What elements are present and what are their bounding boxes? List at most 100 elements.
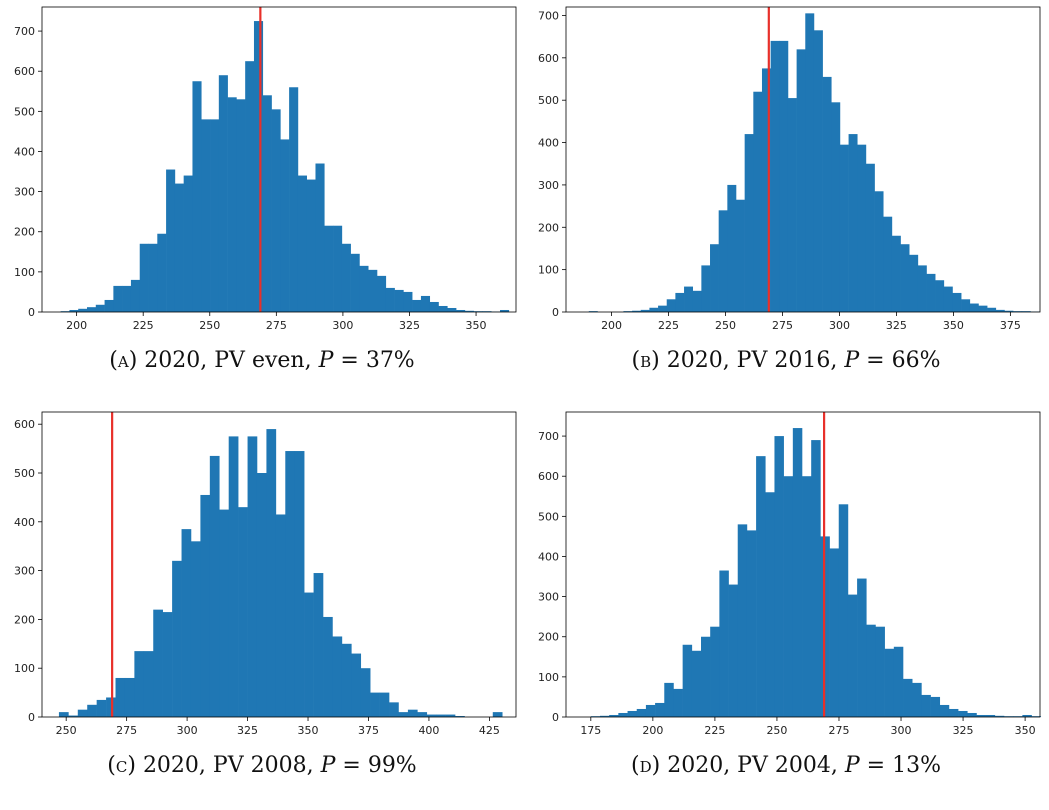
histogram-bar <box>1031 716 1042 717</box>
caption-a-text: 2020, PV even, <box>144 348 312 373</box>
x-tick-label: 300 <box>332 319 353 332</box>
y-tick-label: 200 <box>538 631 559 644</box>
histogram-bar <box>1013 311 1023 312</box>
histogram-bar <box>256 473 267 717</box>
x-tick-label: 250 <box>715 319 736 332</box>
y-tick-label: 100 <box>538 671 559 684</box>
histogram-bar <box>377 275 387 312</box>
axes-frame <box>565 411 1041 718</box>
histogram-bar <box>952 292 962 312</box>
histogram-bar <box>857 144 867 312</box>
x-tick-label: 300 <box>891 724 912 737</box>
histogram-bar <box>350 253 360 312</box>
caption-a: (a) 2020, PV even, P = 37% <box>0 348 524 373</box>
y-tick-label: 0 <box>28 306 35 319</box>
x-tick-label: 350 <box>466 319 487 332</box>
histogram-bar <box>403 291 413 312</box>
y-tick-label: 400 <box>538 550 559 563</box>
histogram-bar <box>857 578 867 717</box>
histogram-bar <box>341 643 352 717</box>
histogram-chart-b: 200 225 250 275 300 325 350 375 0 100 200 300 400 500… <box>538 6 1041 332</box>
caption-b-p-value: = 66% <box>866 348 941 373</box>
histogram-bar <box>313 573 324 717</box>
histogram-bar <box>761 68 771 312</box>
histogram-bar <box>95 304 105 312</box>
histogram-bar <box>948 708 959 717</box>
histogram-bar <box>162 612 173 717</box>
histogram-bar <box>765 492 775 717</box>
histogram-bar <box>692 290 702 312</box>
histogram-bar <box>636 708 647 717</box>
histogram-bar <box>238 507 248 717</box>
histogram-bar <box>805 13 815 312</box>
caption-d-p-value: = 13% <box>866 753 941 778</box>
x-tick-label: 325 <box>886 319 907 332</box>
histogram-bar <box>271 109 281 312</box>
x-tick-label: 250 <box>199 319 220 332</box>
x-tick-label: 225 <box>133 319 154 332</box>
histogram-bar <box>737 524 748 717</box>
histogram-bar <box>710 244 719 312</box>
histogram-bar <box>456 309 466 312</box>
histogram-bar <box>96 699 107 717</box>
histogram-bar <box>315 163 325 312</box>
histogram-bar <box>701 636 711 717</box>
histogram-bar <box>994 715 1005 717</box>
histogram-bar <box>228 436 239 717</box>
histogram-panel-c: 250 275 300 325 350 375 400 425 0 100 200 300 400 500… <box>0 405 524 810</box>
axes-frame <box>41 6 517 313</box>
histogram-bar <box>939 704 950 717</box>
histogram-bar <box>865 163 875 312</box>
x-tick-label: 200 <box>642 724 663 737</box>
histogram-bar <box>917 265 927 312</box>
bars-c <box>58 429 503 717</box>
histogram-bar <box>333 225 343 312</box>
histogram-panel-b: 200 225 250 275 300 325 350 375 0 100 200 300 400 500… <box>524 0 1048 405</box>
axes-frame <box>565 6 1041 313</box>
histogram-bar <box>201 119 211 313</box>
histogram-bar <box>323 616 333 717</box>
histogram-bar <box>943 286 953 312</box>
histogram-bar <box>736 199 745 312</box>
caption-b: (b) 2020, PV 2016, P = 66% <box>524 348 1048 373</box>
x-tick-label: 350 <box>298 724 319 737</box>
histogram-bar <box>829 548 840 717</box>
caption-b-label: (b) <box>631 348 660 373</box>
histogram-chart-a: 200 225 250 275 300 325 350 0 100 200 300 400 500 600… <box>14 6 517 332</box>
histogram-bar <box>181 529 192 717</box>
histogram-bar <box>385 287 395 312</box>
histogram-bar <box>394 289 404 312</box>
histogram-bar <box>710 626 720 717</box>
histogram-bar <box>332 636 343 717</box>
x-tick-label: 400 <box>418 724 439 737</box>
y-tick-label: 200 <box>538 221 559 234</box>
y-tick-label: 0 <box>552 306 559 319</box>
histogram-bar <box>623 311 633 312</box>
axes-frame <box>41 411 517 718</box>
histogram-bar <box>500 309 510 312</box>
histogram-bar <box>420 295 431 312</box>
histogram-bar <box>649 307 659 312</box>
histogram-bar <box>967 712 977 717</box>
histogram-bar <box>148 243 158 312</box>
histogram-bar <box>115 677 126 717</box>
histogram-bar <box>875 626 885 717</box>
y-tick-label: 200 <box>14 613 35 626</box>
x-tick-label: 350 <box>1015 724 1036 737</box>
histogram-bar <box>632 310 642 312</box>
y-tick-label: 0 <box>552 711 559 724</box>
caption-c-label: (c) <box>107 753 136 778</box>
histogram-bar <box>379 692 390 717</box>
histogram-bar <box>429 301 439 312</box>
histogram-bar <box>744 134 754 312</box>
histogram-bar <box>1021 311 1031 312</box>
histogram-bar <box>756 456 766 717</box>
histogram-bar <box>192 81 202 313</box>
histogram-bar <box>921 694 931 717</box>
histogram-bar <box>417 712 428 717</box>
x-tick-label: 300 <box>829 319 850 332</box>
x-tick-label: 175 <box>580 724 601 737</box>
histogram-bar <box>113 285 123 312</box>
histogram-bar <box>134 651 145 717</box>
histogram-bar <box>838 504 849 717</box>
